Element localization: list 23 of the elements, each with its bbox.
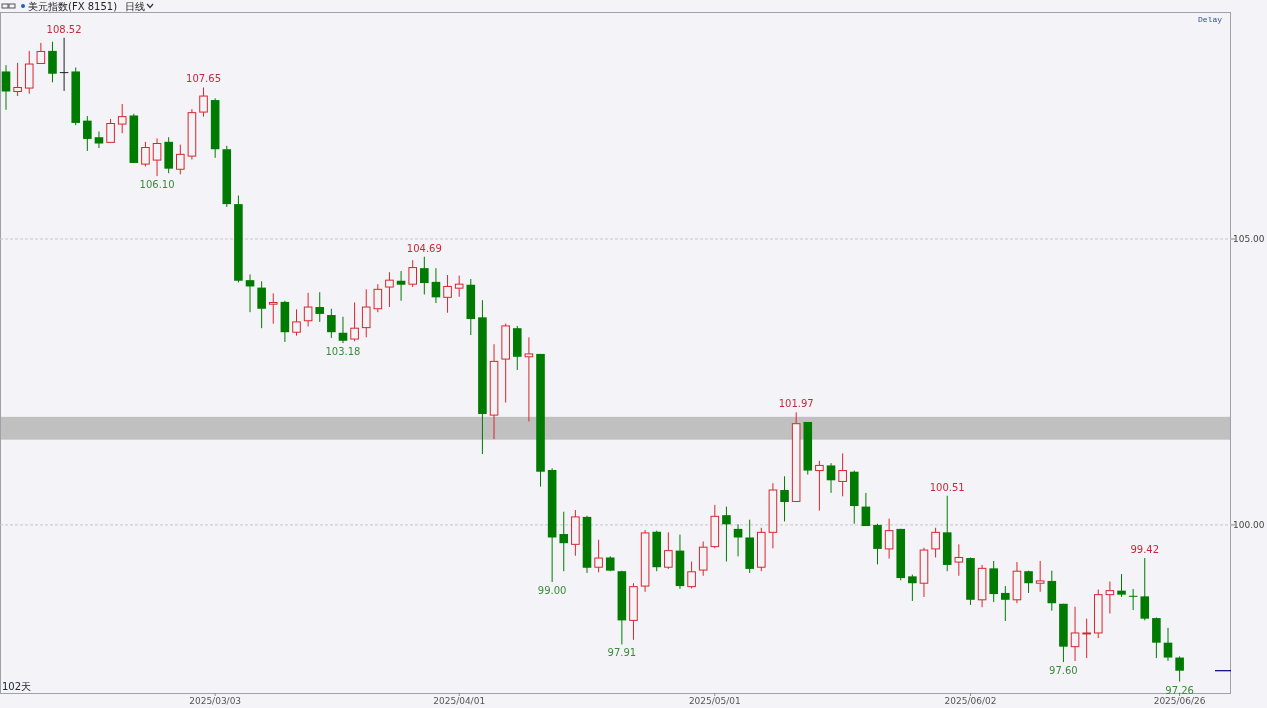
chart-subtitle: 日线 [125, 1, 146, 12]
y-tick-label: 105.00 [1233, 234, 1265, 244]
annotation: 100.51 [929, 481, 965, 493]
annotation: 101.97 [778, 398, 814, 410]
annotation: 99.42 [1130, 544, 1160, 556]
x-tick-label: 2025/06/02 [944, 696, 997, 706]
x-tick-label: 2025/03/03 [189, 696, 242, 706]
annotation: 102天 [2, 681, 32, 692]
annotation: 104.69 [406, 242, 442, 254]
x-tick-label: 2025/05/01 [688, 696, 741, 706]
annotation: 99.00 [537, 585, 567, 597]
x-tick-label: 2025/04/01 [433, 696, 486, 706]
chart-title: 美元指数(FX 8151) [28, 1, 118, 12]
x-tick-label: 2025/06/26 [1153, 696, 1206, 706]
annotation: 97.91 [607, 647, 637, 659]
annotation: 106.10 [139, 179, 175, 191]
annotation: 97.26 [1165, 684, 1194, 696]
annotation: 103.18 [325, 346, 361, 358]
annotation: 107.65 [186, 73, 222, 85]
text: Delay [1197, 15, 1223, 24]
annotation: 97.60 [1049, 665, 1078, 677]
y-tick-label: 100.00 [1233, 519, 1265, 530]
annotation: 108.52 [46, 23, 82, 35]
